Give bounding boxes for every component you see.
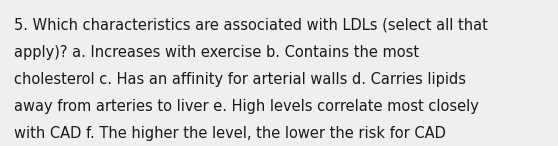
Text: with CAD f. The higher the level, the lower the risk for CAD: with CAD f. The higher the level, the lo… bbox=[14, 126, 446, 141]
Text: cholesterol c. Has an affinity for arterial walls d. Carries lipids: cholesterol c. Has an affinity for arter… bbox=[14, 72, 466, 87]
Text: away from arteries to liver e. High levels correlate most closely: away from arteries to liver e. High leve… bbox=[14, 99, 479, 114]
Text: 5. Which characteristics are associated with LDLs (select all that: 5. Which characteristics are associated … bbox=[14, 18, 488, 33]
Text: apply)? a. Increases with exercise b. Contains the most: apply)? a. Increases with exercise b. Co… bbox=[14, 45, 419, 60]
